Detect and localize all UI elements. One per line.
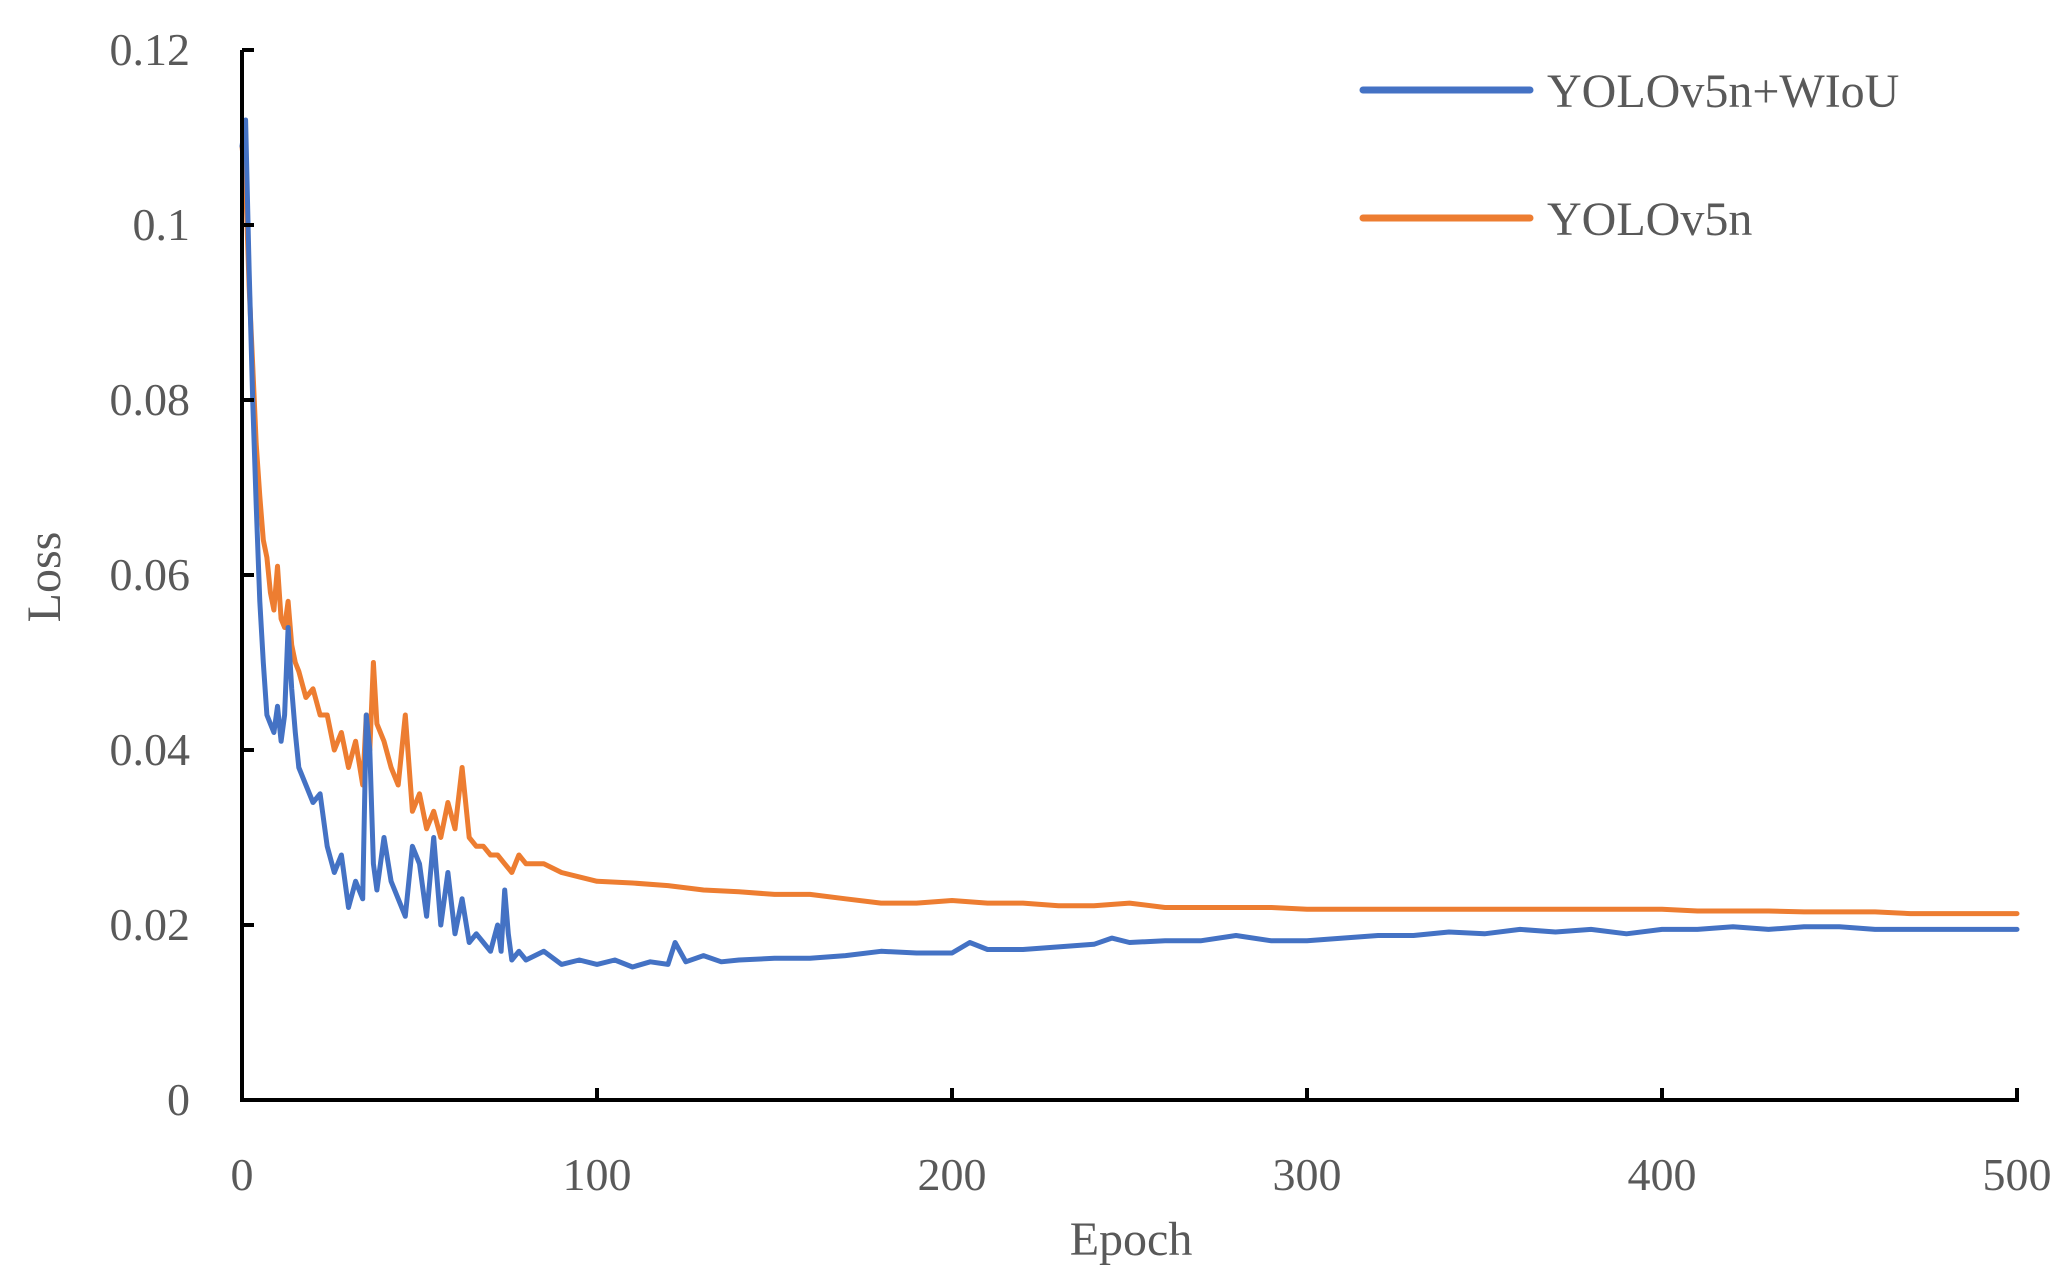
y-tick-label: 0.02 <box>110 899 191 950</box>
x-tick-label: 100 <box>563 1149 632 1200</box>
series-layer <box>239 117 2020 970</box>
series-line-yolov5n <box>239 143 2020 917</box>
x-axis-title: Epoch <box>1070 1213 1193 1266</box>
x-tick-label: 200 <box>918 1149 987 1200</box>
x-tick-label: 400 <box>1628 1149 1697 1200</box>
y-tick-label: 0.12 <box>110 24 191 75</box>
tick-layer: 0 0.02 0.04 0.06 0.08 0.1 0.12 0 100 200 300 400 500 <box>110 24 2052 1200</box>
y-tick-label: 0.1 <box>133 199 191 250</box>
y-axis-title: Loss <box>18 532 71 623</box>
legend-label-yolov5n-wiou: YOLOv5n+WIoU <box>1547 65 1899 118</box>
y-tick-label: 0.08 <box>110 374 191 425</box>
x-tick-label: 500 <box>1983 1149 2052 1200</box>
legend-label-yolov5n: YOLOv5n <box>1547 193 1752 246</box>
legend-item: YOLOv5n+WIoU <box>1359 65 1899 118</box>
y-tick-label: 0.06 <box>110 549 191 600</box>
y-tick-label: 0.04 <box>110 724 191 775</box>
y-tick-label: 0 <box>167 1074 190 1125</box>
legend: YOLOv5n+WIoU YOLOv5n <box>1359 65 1899 246</box>
x-tick-label: 0 <box>231 1149 254 1200</box>
legend-item: YOLOv5n <box>1359 193 1752 246</box>
series-line-yolov5n-wiou <box>239 117 2020 970</box>
x-tick-label: 300 <box>1273 1149 1342 1200</box>
